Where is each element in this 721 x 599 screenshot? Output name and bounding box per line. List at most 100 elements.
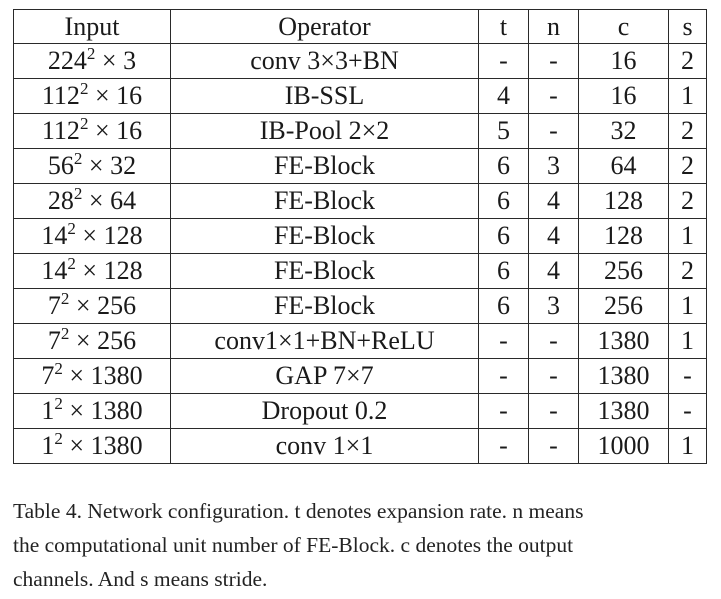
input-size: 7 [41,361,55,390]
cell-c: 256 [578,288,669,324]
cell-operator: IB-SSL [170,78,479,114]
cell-operator: FE-Block [170,148,479,184]
input-channels: × 3 [95,46,137,75]
input-size: 7 [47,326,61,355]
cell-input: 12 × 1380 [13,428,171,464]
cell-c: 16 [578,78,669,114]
cell-operator: GAP 7×7 [170,358,479,394]
cell-operator: conv 1×1 [170,428,479,464]
input-channels: × 16 [88,81,143,110]
input-exponent: 2 [73,184,83,203]
input-channels: × 128 [75,221,143,250]
cell-s: 1 [668,218,707,254]
cell-s: 2 [668,113,707,149]
input-channels: × 256 [69,291,137,320]
cell-n: - [528,43,579,79]
cell-c: 128 [578,183,669,219]
header-operator: Operator [170,9,479,44]
input-exponent: 2 [60,289,70,308]
input-size: 7 [47,291,61,320]
cell-input: 72 × 256 [13,288,171,324]
cell-input: 142 × 128 [13,218,171,254]
input-size: 1 [41,396,55,425]
input-size: 14 [41,256,68,285]
cell-t: 5 [478,113,529,149]
cell-s: 1 [668,428,707,464]
cell-input: 72 × 1380 [13,358,171,394]
input-exponent: 2 [54,394,63,413]
input-exponent: 2 [79,79,89,98]
cell-s: 2 [668,253,707,289]
cell-n: - [528,323,579,359]
cell-input: 282 × 64 [13,183,171,219]
table-row: 142 × 128 FE-Block 6 4 256 2 [13,253,707,289]
input-channels: × 1380 [62,361,143,390]
input-channels: × 16 [88,116,143,145]
input-size: 112 [41,81,80,110]
header-n: n [528,9,579,44]
table-row: 562 × 32 FE-Block 6 3 64 2 [13,148,707,184]
cell-n: - [528,113,579,149]
cell-s: 2 [668,183,707,219]
cell-s: 1 [668,323,707,359]
network-config-table: Input Operator t n c s 2242 × 3 conv 3×3+… [13,9,707,464]
table-row: 12 × 1380 Dropout 0.2- -1380- [13,393,707,429]
cell-n: 3 [528,148,579,184]
cell-c: 128 [578,218,669,254]
input-exponent: 2 [79,114,89,133]
input-exponent: 2 [60,324,70,343]
table-row: 1122 × 16 IB-Pool 2×2 5-32 2 [13,113,707,149]
input-channels: × 64 [82,186,137,215]
cell-t: - [478,393,529,429]
cell-t: 6 [478,218,529,254]
input-size: 112 [41,116,80,145]
cell-input: 142 × 128 [13,253,171,289]
input-exponent: 2 [54,359,63,378]
table-row: 142 × 128 FE-Block 6 4 128 1 [13,218,707,254]
input-size: 224 [47,46,87,75]
input-exponent: 2 [73,149,83,168]
cell-c: 32 [578,113,669,149]
input-channels: × 1380 [62,396,143,425]
input-size: 56 [47,151,74,180]
cell-t: 6 [478,183,529,219]
cell-input: 2242 × 3 [13,43,171,79]
input-exponent: 2 [86,44,96,63]
table-row: 12 × 1380 conv 1×1- -1000 1 [13,428,707,464]
cell-c: 1380 [578,323,669,359]
caption-line: the computational unit number of FE-Bloc… [13,533,574,557]
cell-t: - [478,358,529,394]
header-t: t [478,9,529,44]
cell-t: - [478,43,529,79]
cell-s: - [668,358,707,394]
caption-line: Table 4. Network configuration. t denote… [13,499,584,523]
header-s: s [668,9,707,44]
cell-c: 64 [578,148,669,184]
cell-t: 4 [478,78,529,114]
caption-line: channels. And s means stride. [13,567,268,591]
table-caption: Table 4. Network configuration. t denote… [13,494,709,596]
cell-n: 4 [528,183,579,219]
input-exponent: 2 [67,254,76,273]
cell-input: 1122 × 16 [13,113,171,149]
cell-input: 72 × 256 [13,323,171,359]
table-header-row: Input Operator t n c s [13,9,707,44]
cell-t: 6 [478,288,529,324]
cell-n: 4 [528,218,579,254]
cell-input: 562 × 32 [13,148,171,184]
cell-operator: FE-Block [170,288,479,324]
cell-t: 6 [478,148,529,184]
input-size: 28 [47,186,74,215]
cell-n: - [528,428,579,464]
cell-operator: conv1×1+BN+ReLU [170,323,479,359]
cell-s: 2 [668,148,707,184]
cell-t: - [478,428,529,464]
cell-n: - [528,393,579,429]
input-channels: × 32 [82,151,137,180]
cell-operator: conv 3×3+BN [170,43,479,79]
cell-input: 12 × 1380 [13,393,171,429]
cell-c: 1380 [578,393,669,429]
cell-s: 1 [668,78,707,114]
cell-n: 3 [528,288,579,324]
input-channels: × 256 [69,326,137,355]
